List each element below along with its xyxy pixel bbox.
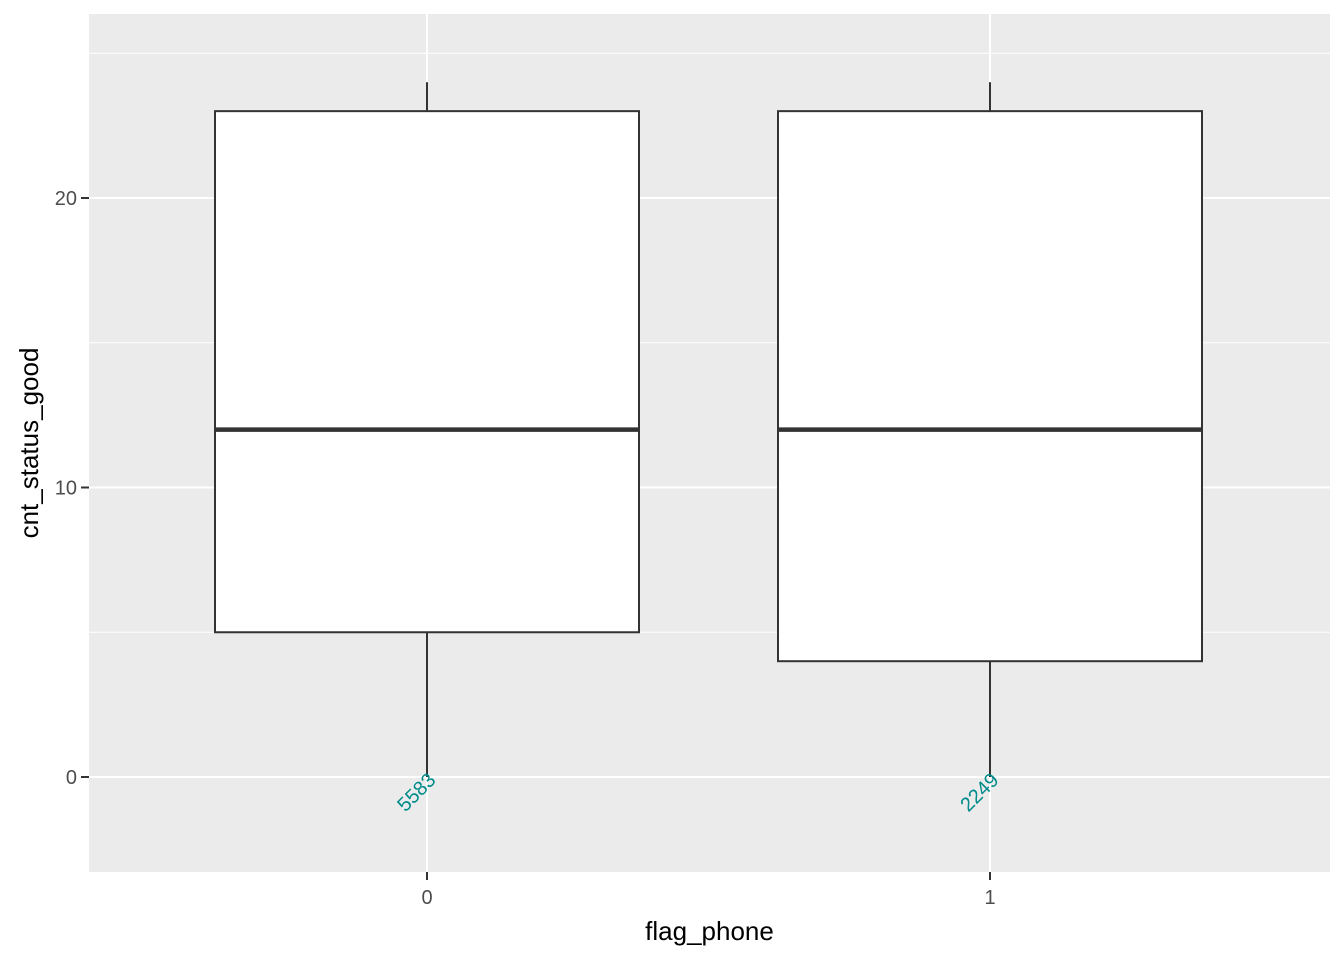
y-axis-title: cnt_status_good <box>14 348 44 539</box>
x-tick-label: 1 <box>984 887 995 909</box>
box-0 <box>214 82 640 777</box>
x-axis-title: flag_phone <box>645 916 774 946</box>
x-tick-label: 0 <box>421 887 432 909</box>
y-tick-label: 20 <box>55 188 77 210</box>
box-1 <box>777 82 1203 777</box>
box-body <box>214 110 640 634</box>
box-body <box>777 110 1203 663</box>
y-tick-label: 0 <box>66 767 77 789</box>
boxes-layer <box>214 82 1203 777</box>
y-tick-label: 10 <box>55 478 77 500</box>
y-axis: 0 10 20 <box>55 188 89 789</box>
